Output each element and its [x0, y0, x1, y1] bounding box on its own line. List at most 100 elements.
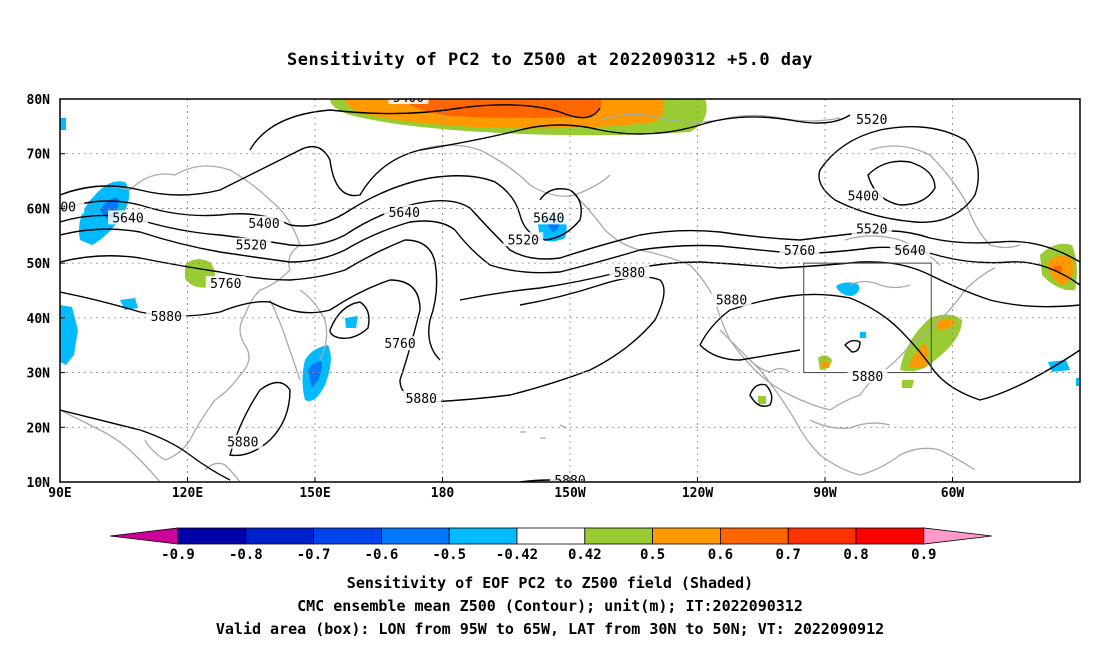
contour-5880-low	[60, 409, 231, 481]
caption-line3: Valid area (box): LON from 95W to 65W, L…	[215, 620, 885, 638]
colorbar-label: -0.42	[496, 547, 538, 563]
colorbar-cell	[313, 527, 382, 545]
colorbar-high-triangle	[923, 527, 992, 545]
caption-line1: Sensitivity of EOF PC2 to Z500 field (Sh…	[346, 574, 754, 592]
contour-label-bg	[108, 210, 148, 225]
lat-lon-grid	[60, 99, 1080, 482]
lon-tick-label: 120E	[172, 486, 203, 501]
colorbar-label: 0.7	[776, 547, 801, 563]
shade-blue-small-a	[60, 305, 78, 365]
contour-label: 5520	[236, 239, 267, 254]
lon-tick-label: 180	[431, 486, 455, 501]
lat-tick-label: 10N	[27, 476, 51, 491]
colorbar-label: 0.8	[843, 547, 868, 563]
contour-5760-mid	[60, 239, 441, 361]
lat-tick-label: 80N	[27, 93, 51, 108]
map-title: Sensitivity of PC2 to Z500 at 2022090312…	[286, 50, 813, 70]
contour-label-bg	[401, 390, 442, 405]
contour-label: 5760	[784, 244, 815, 259]
contour-label-bg	[231, 237, 272, 252]
lat-tick-label: 40N	[27, 312, 51, 327]
contour-label-bg	[380, 336, 420, 351]
colorbar-label: -0.7	[297, 547, 331, 563]
contour-label-bg	[503, 232, 544, 247]
contour-5520-mid	[60, 200, 1080, 263]
shade-blue-japan-core	[308, 361, 322, 388]
shade-orange-gulf	[822, 362, 829, 368]
lon-tick-label: 90W	[813, 486, 837, 501]
contour-label-bg	[851, 111, 892, 126]
colorbar-label: 0.6	[708, 547, 733, 563]
contour-label: 400	[53, 200, 76, 215]
colorbar-cell	[652, 527, 721, 545]
contour-mex-small	[749, 383, 773, 407]
contour-label: 5880	[151, 310, 182, 325]
shade-blue-box-dot	[860, 332, 866, 338]
shade-blue-pac	[345, 316, 358, 328]
contour-label: 5640	[533, 211, 564, 226]
contour-label: 5760	[384, 337, 415, 352]
contour-label: 5880	[852, 370, 883, 385]
contour-label-bg	[222, 434, 263, 449]
contour-5520-north	[60, 114, 851, 197]
colorbar-cell	[245, 527, 315, 545]
caption-line2: CMC ensemble mean Z500 (Contour); unit(m…	[297, 597, 803, 615]
lon-tick-label: 60W	[941, 486, 965, 501]
colorbar-cell	[720, 527, 789, 545]
contour-label-bg	[384, 204, 425, 219]
colorbar: -0.9 -0.8 -0.7 -0.6 -0.5 -0.42 0.42 0.5 0.6 0.7 0.…	[109, 527, 992, 563]
contour-5400-arctic	[249, 104, 601, 151]
colorbar-label: -0.5	[432, 547, 466, 563]
contour-label: 5520	[508, 233, 539, 248]
colorbar-cell	[448, 527, 518, 545]
lon-tick-label: 90E	[48, 486, 71, 501]
contour-label: 5640	[894, 244, 925, 259]
axis-labels: 90E 120E 150E 180 150W 120W 90W 60W 80N 70N 60N 50N…	[27, 93, 965, 501]
contour-labels: 5400 5520 5400 5520 5640 5760 5880 5880 5880 5640…	[53, 99, 930, 482]
contour-pac-small	[329, 301, 370, 339]
contour-label-bg	[711, 292, 752, 307]
lat-tick-label: 50N	[27, 257, 51, 272]
colorbar-cell	[516, 527, 586, 545]
colorbar-label: -0.8	[229, 547, 263, 563]
contour-label: 5640	[389, 206, 420, 221]
colorbar-low-triangle	[109, 527, 179, 545]
contour-label-bg	[851, 221, 892, 236]
contour-label-bg	[843, 188, 884, 203]
lat-tick-label: 20N	[27, 421, 51, 436]
shade-blue-east-b	[1076, 378, 1080, 386]
shade-blue-small-b	[60, 118, 66, 130]
contour-label-bg	[847, 369, 888, 384]
colorbar-label: 0.9	[911, 547, 936, 563]
contour-label-bg	[609, 265, 650, 280]
lat-tick-label: 60N	[27, 202, 51, 217]
contour-5400-hudson-inner	[867, 160, 936, 206]
lon-tick-label: 150W	[554, 486, 585, 501]
contour-5880-us	[699, 293, 1080, 401]
contour-label: 5640	[112, 211, 143, 226]
lon-tick-label: 150E	[299, 486, 330, 501]
contour-label-bg	[205, 276, 246, 291]
z500-contours	[60, 104, 1080, 482]
contour-label: 5880	[614, 266, 645, 281]
contour-label: 5880	[227, 436, 258, 451]
colorbar-label: 0.5	[640, 547, 665, 563]
shade-blue-glakes	[836, 282, 860, 296]
contour-label-bg	[244, 215, 284, 230]
colorbar-cell	[787, 527, 857, 545]
colorbar-label: -0.6	[365, 547, 399, 563]
lat-tick-label: 30N	[27, 367, 51, 382]
contour-5880-main	[60, 276, 665, 403]
colorbar-cell	[584, 527, 653, 545]
contour-label: 5400	[248, 217, 279, 232]
contour-label-bg	[890, 243, 930, 258]
lon-tick-label: 120W	[682, 486, 713, 501]
shade-orange-se-us	[908, 343, 929, 368]
shade-blue-east	[1048, 360, 1070, 372]
contour-5760-b	[459, 261, 1080, 308]
contour-label-bg	[528, 210, 569, 225]
contour-label-bg	[60, 199, 85, 214]
contour-label-bg	[388, 99, 429, 104]
colorbar-cell	[380, 527, 450, 545]
